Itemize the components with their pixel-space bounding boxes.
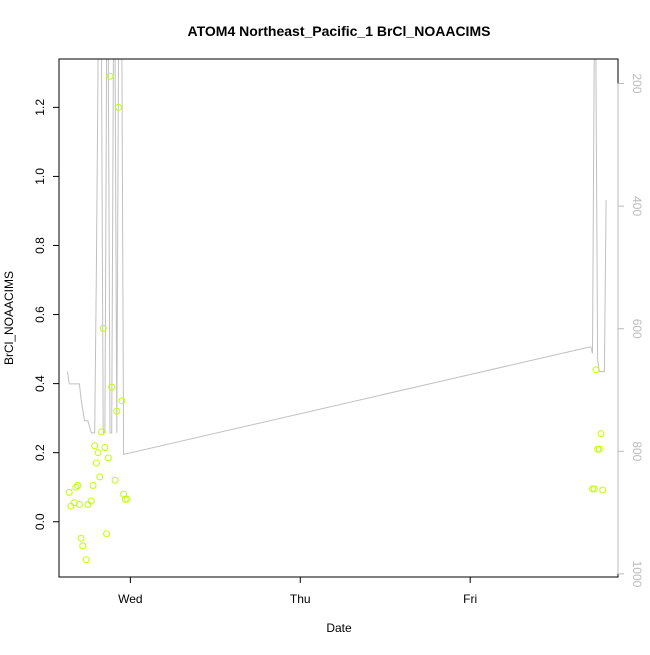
y-tick-label: 0.4 <box>33 375 47 392</box>
x-axis: Wed Thu Fri <box>118 576 477 606</box>
data-point <box>82 556 90 564</box>
x-tick-label: Wed <box>118 592 142 606</box>
chart-title: ATOM4 Northeast_Pacific_1 BrCl_NOAACIMS <box>188 23 491 39</box>
y-axis-left: 0.0 0.2 0.4 0.6 0.8 1.0 1.2 <box>33 99 60 530</box>
y-axis-label: BrCl_NOAACIMS <box>2 271 16 365</box>
data-point <box>91 442 99 450</box>
data-point <box>99 324 107 332</box>
x-tick-label: Thu <box>290 592 311 606</box>
data-point <box>74 482 82 489</box>
y-axis-right: 200 400 600 800 1000 <box>617 74 644 588</box>
data-point <box>75 501 83 508</box>
y2-tick-label: 600 <box>630 319 644 339</box>
data-point <box>79 542 87 550</box>
data-point <box>106 72 114 80</box>
data-point <box>94 449 102 457</box>
points-series <box>65 72 607 564</box>
data-point <box>89 482 97 489</box>
data-point <box>104 454 112 462</box>
data-point <box>113 407 121 415</box>
x-axis-label: Date <box>326 621 352 635</box>
data-point <box>108 383 116 391</box>
altitude-line <box>67 59 607 456</box>
data-point <box>77 534 85 542</box>
data-point <box>592 366 600 374</box>
data-point <box>115 103 122 111</box>
data-point <box>118 397 126 405</box>
y2-tick-label: 400 <box>630 196 644 216</box>
y2-tick-label: 1000 <box>630 561 644 588</box>
data-point <box>98 428 105 436</box>
data-point <box>65 488 73 496</box>
data-point <box>597 430 605 438</box>
y2-tick-label: 800 <box>630 441 644 461</box>
data-point <box>590 485 598 493</box>
y-tick-label: 0.8 <box>33 237 47 254</box>
data-point <box>111 476 119 484</box>
y2-tick-label: 200 <box>630 74 644 94</box>
data-point <box>87 497 95 505</box>
data-point <box>101 444 109 451</box>
x-tick-label: Fri <box>463 592 477 606</box>
y-tick-label: 1.2 <box>33 99 47 116</box>
altitude-series <box>67 59 607 456</box>
data-point <box>96 473 104 481</box>
data-point <box>595 445 603 453</box>
data-point <box>123 495 131 503</box>
data-point <box>92 459 100 467</box>
data-point <box>103 530 111 538</box>
y-tick-label: 0.0 <box>33 513 47 530</box>
data-point <box>72 483 80 491</box>
y-tick-label: 0.2 <box>33 444 47 461</box>
data-point <box>599 486 607 494</box>
y-tick-label: 0.6 <box>33 306 47 323</box>
y-tick-label: 1.0 <box>33 168 47 185</box>
